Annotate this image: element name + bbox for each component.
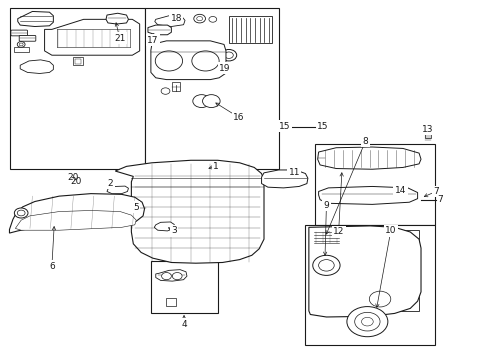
Circle shape	[155, 51, 182, 71]
Bar	[73, 57, 82, 65]
Bar	[140, 206, 144, 210]
Circle shape	[172, 273, 182, 280]
Polygon shape	[318, 186, 417, 204]
Polygon shape	[20, 60, 53, 73]
Circle shape	[14, 208, 28, 218]
Bar	[158, 226, 165, 229]
Polygon shape	[115, 160, 264, 263]
Bar	[311, 230, 340, 245]
Text: 5: 5	[133, 203, 139, 212]
FancyBboxPatch shape	[11, 30, 27, 36]
Bar	[228, 16, 271, 43]
Bar	[144, 8, 278, 169]
Circle shape	[17, 210, 25, 216]
Polygon shape	[15, 211, 136, 230]
Text: 14: 14	[394, 186, 406, 195]
Text: 13: 13	[421, 125, 432, 134]
Circle shape	[192, 95, 210, 108]
Polygon shape	[148, 25, 171, 35]
Bar	[346, 294, 412, 301]
Bar	[166, 226, 172, 229]
Bar	[346, 257, 412, 264]
Circle shape	[196, 17, 202, 21]
Bar	[310, 260, 315, 270]
Bar	[305, 225, 434, 345]
Text: 17: 17	[147, 36, 158, 45]
Polygon shape	[9, 194, 144, 233]
Bar	[346, 238, 412, 245]
Text: 4: 4	[181, 320, 186, 329]
Text: 16: 16	[232, 113, 244, 122]
Text: 7: 7	[432, 187, 438, 196]
Text: 15: 15	[278, 122, 290, 131]
Polygon shape	[308, 226, 420, 317]
Bar	[75, 59, 81, 64]
Bar	[135, 206, 139, 210]
Bar	[133, 204, 146, 211]
Text: 19: 19	[219, 64, 230, 73]
Bar	[172, 82, 180, 91]
Polygon shape	[261, 170, 307, 188]
Circle shape	[221, 49, 236, 61]
Text: 8: 8	[362, 137, 367, 146]
Circle shape	[312, 255, 339, 275]
Polygon shape	[18, 12, 53, 27]
Bar	[346, 275, 412, 283]
Text: 20: 20	[67, 173, 79, 182]
Text: 20: 20	[70, 177, 82, 186]
Circle shape	[161, 88, 169, 94]
Bar	[10, 8, 144, 169]
Polygon shape	[106, 13, 128, 24]
Bar	[166, 298, 176, 306]
Circle shape	[19, 43, 23, 46]
Circle shape	[202, 95, 220, 108]
Text: 18: 18	[170, 14, 182, 23]
Text: 9: 9	[323, 201, 328, 210]
Bar	[424, 134, 430, 138]
Text: 1: 1	[213, 162, 219, 171]
Polygon shape	[317, 147, 420, 169]
Bar	[315, 144, 434, 225]
Text: 10: 10	[384, 226, 396, 235]
Polygon shape	[107, 186, 128, 194]
Polygon shape	[154, 222, 174, 231]
Text: 11: 11	[288, 168, 299, 177]
Circle shape	[354, 312, 379, 331]
Text: 15: 15	[316, 122, 327, 131]
Circle shape	[318, 260, 333, 271]
Text: 6: 6	[49, 262, 55, 271]
Bar	[341, 230, 418, 311]
Text: 2: 2	[107, 179, 113, 188]
Polygon shape	[155, 16, 184, 27]
Circle shape	[208, 17, 216, 22]
Text: 7: 7	[436, 195, 442, 204]
Circle shape	[191, 51, 219, 71]
Circle shape	[17, 41, 25, 47]
Circle shape	[368, 291, 390, 307]
Circle shape	[224, 52, 233, 58]
Bar	[151, 261, 217, 313]
Circle shape	[361, 318, 372, 326]
Text: 3: 3	[171, 226, 176, 235]
Polygon shape	[44, 19, 140, 55]
Circle shape	[193, 14, 205, 23]
Polygon shape	[151, 41, 225, 80]
Text: 12: 12	[332, 228, 344, 237]
FancyBboxPatch shape	[19, 36, 36, 41]
Bar	[14, 47, 29, 51]
Polygon shape	[156, 270, 186, 281]
Text: 21: 21	[114, 34, 125, 43]
Circle shape	[346, 307, 387, 337]
Circle shape	[161, 273, 171, 280]
Bar	[110, 188, 117, 192]
